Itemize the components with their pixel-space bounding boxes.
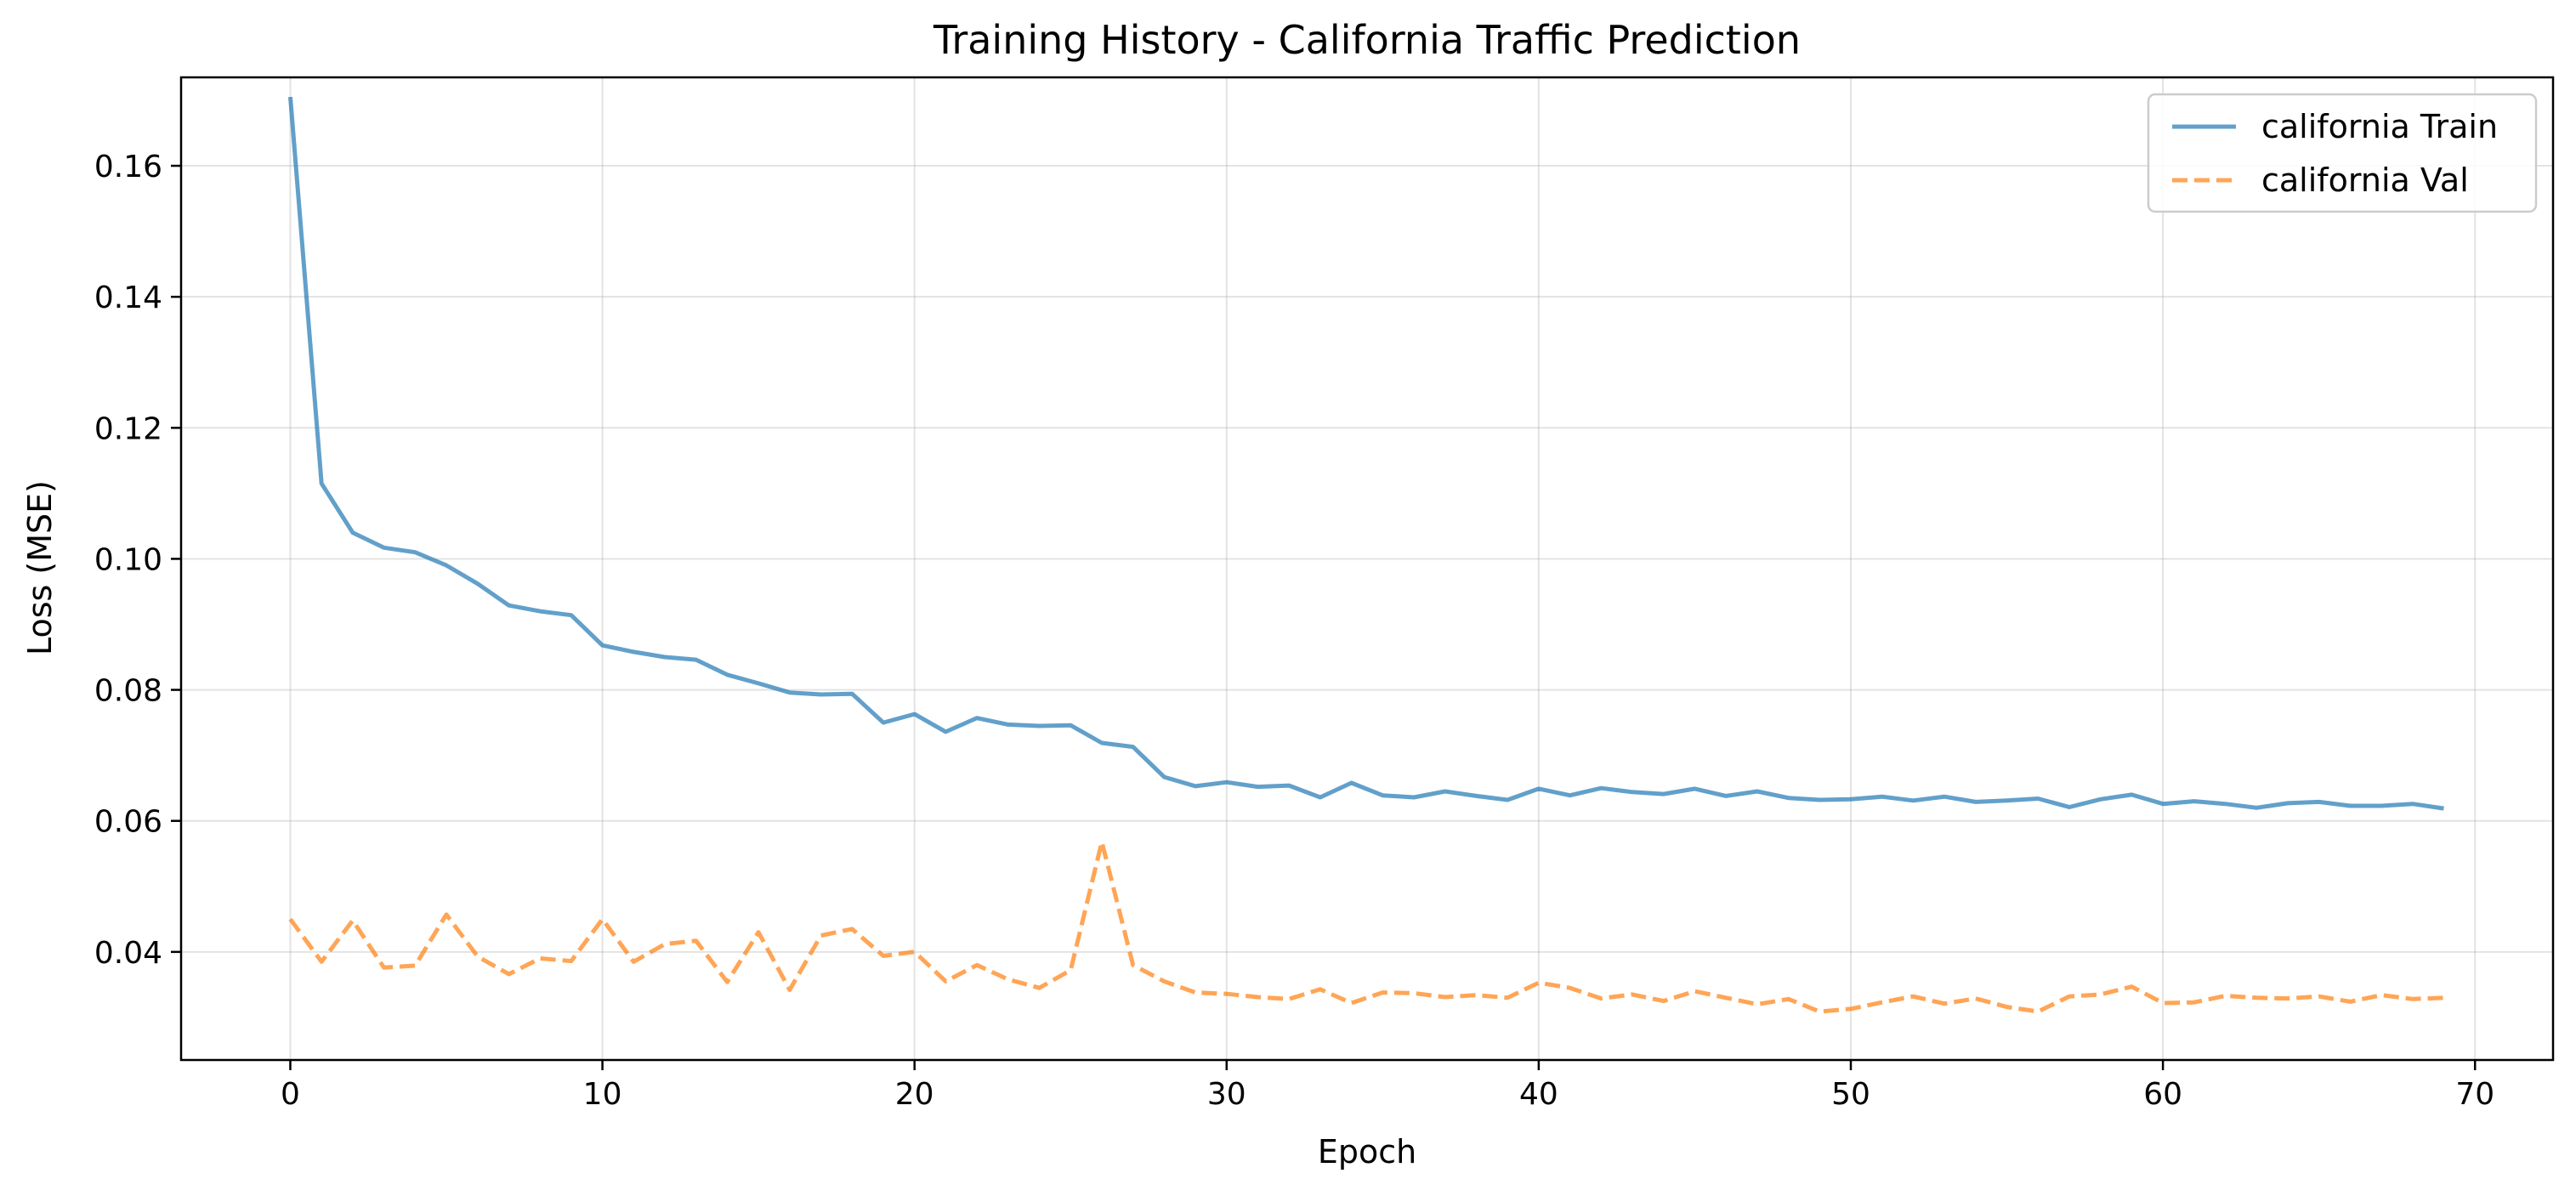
plot-frame [179,76,2555,1062]
y-tick-label: 0.06 [94,805,162,840]
y-tick-label: 0.14 [94,281,162,315]
y-tick-label: 0.12 [94,411,162,446]
x-tick-label: 40 [1519,1077,1558,1112]
legend-label-val: california Val [2261,162,2469,199]
series-line-train [288,96,2444,811]
x-tick-label: 70 [2455,1077,2494,1112]
y-tick-label: 0.04 [94,936,162,971]
y-tick-label: 0.08 [94,674,162,709]
y-tick-label: 0.10 [94,542,162,577]
legend-label-train: california Train [2261,108,2498,145]
x-tick-label: 10 [583,1077,622,1112]
legend-box [2147,93,2538,213]
y-axis-label: Loss (MSE) [21,480,59,655]
x-tick-label: 30 [1207,1077,1246,1112]
x-tick-label: 0 [281,1077,300,1112]
chart-title: Training History - California Traffic Pr… [933,17,1801,63]
x-tick-label: 20 [895,1077,934,1112]
x-tick-label: 50 [1831,1077,1870,1112]
y-tick-label: 0.16 [94,150,162,184]
x-axis-label: Epoch [1318,1133,1416,1170]
legend: california Train california Val [2147,93,2538,213]
x-tick-label: 60 [2143,1077,2182,1112]
series-line-val [288,839,2444,1014]
